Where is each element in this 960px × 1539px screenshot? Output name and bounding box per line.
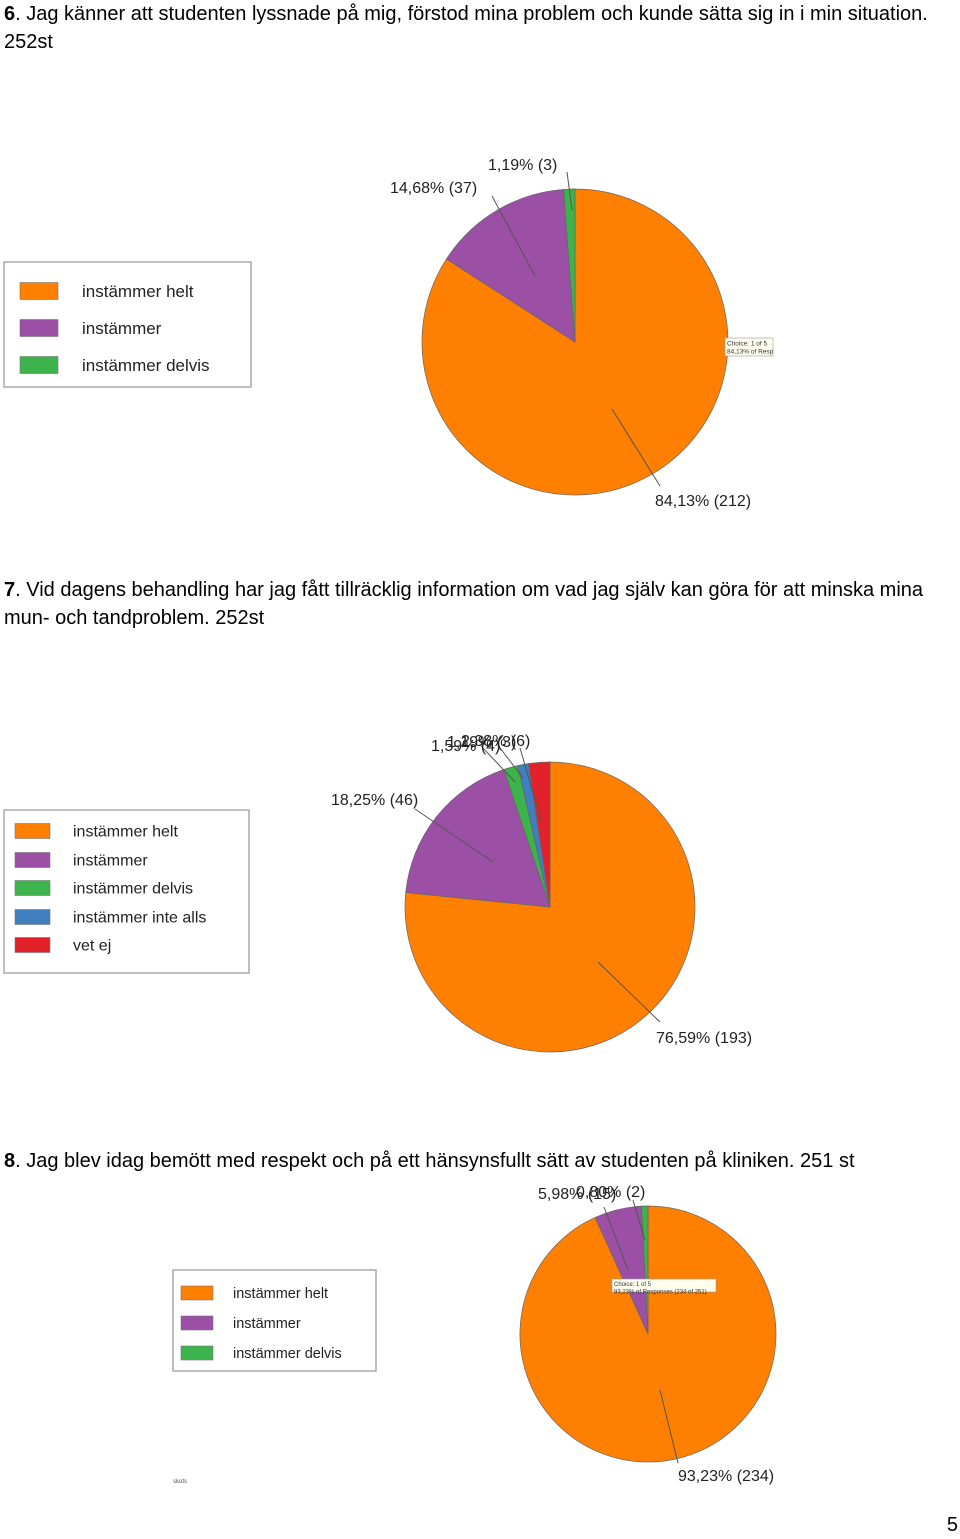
footnote: skots [173,1479,187,1485]
leader-line [603,1206,629,1271]
data-label: 1,19% (3) [488,157,557,174]
pie-chart-q7: 76,59% (193) 18,25% (46) 1,59% (4)1,19% (3… [3,733,752,1053]
pie-slice [446,189,576,343]
data-label: 1,19% (3) [447,734,516,751]
tooltip-text: Choice: 1 of 5 [727,341,767,348]
question-6-title: 6. Jag känner att studenten lyssnade på … [4,0,944,56]
leader-line [491,195,536,277]
leader-line [566,171,573,211]
leader-line [597,961,661,1023]
legend-label: instämmer helt [233,1286,328,1302]
legend-swatch [19,282,59,300]
legend-label: instämmer [73,853,148,870]
leader-line [482,747,516,783]
question-number: 8 [4,1150,16,1172]
question-7-title: 7. Vid dagens behandling har jag fått ti… [4,576,949,632]
pie-slice [641,1205,649,1335]
pie-slice [405,769,551,908]
question-text: . Jag blev idag bemött med respekt och p… [15,1150,855,1172]
tooltip-box [724,337,774,357]
data-label: 5,98% (15) [538,1186,616,1203]
question-number: 6 [4,3,16,25]
question-8-title: 8. Jag blev idag bemött med respekt och … [4,1147,954,1175]
tooltip-text: 84,13% of Resp [727,349,774,356]
question-number: 7 [4,579,16,601]
legend-swatch [14,823,51,839]
legend-label: instämmer inte alls [73,910,206,927]
legend-label: vet ej [73,938,111,955]
leader-line [519,747,542,821]
legend-label: instämmer delvis [233,1346,342,1362]
page-number: 5 [946,1514,958,1536]
legend-swatch [19,319,59,337]
data-label: 2,38% (6) [461,733,530,750]
legend-label: instämmer delvis [73,881,193,898]
tooltip-text: Choice: 1 of 5 [614,1282,652,1288]
leader-line [632,1199,646,1241]
pie-chart-q6: 84,13% (212) 14,68% (37) 1,19% (3) instämme… [3,157,774,510]
legend-label: instämmer [82,319,162,338]
legend-label: instämmer helt [82,282,194,301]
legend-swatch [19,356,59,374]
data-label: 1,59% (4) [431,738,500,755]
data-label: 93,23% (234) [678,1468,774,1485]
legend-swatch [14,880,51,896]
legend-swatch [180,1285,214,1301]
data-label: 76,59% (193) [656,1030,752,1047]
legend-swatch [14,937,51,953]
legend-swatch [14,852,51,868]
legend-label: instämmer delvis [82,356,210,375]
data-label: 14,68% (37) [390,180,477,197]
legend-swatch [180,1315,214,1331]
data-label: 0,80% (2) [576,1184,645,1201]
leader-line [414,808,494,863]
legend-swatch [14,909,51,925]
question-text: . Vid dagens behandling har jag fått til… [4,579,924,629]
pie-slice [527,761,551,908]
legend-label: instämmer helt [73,824,178,841]
tooltip-text: 93,23% of Responses (234 of 251) [614,1290,707,1296]
data-label: 84,13% (212) [655,493,751,510]
leader-line [499,747,524,779]
legend-swatch [180,1345,214,1361]
leader-line [659,1389,679,1464]
data-label: 18,25% (46) [331,792,418,809]
tooltip-box [611,1278,717,1293]
leader-line [611,408,661,487]
legend-label: instämmer [233,1316,301,1332]
question-text: . Jag känner att studenten lyssnade på m… [4,3,928,53]
